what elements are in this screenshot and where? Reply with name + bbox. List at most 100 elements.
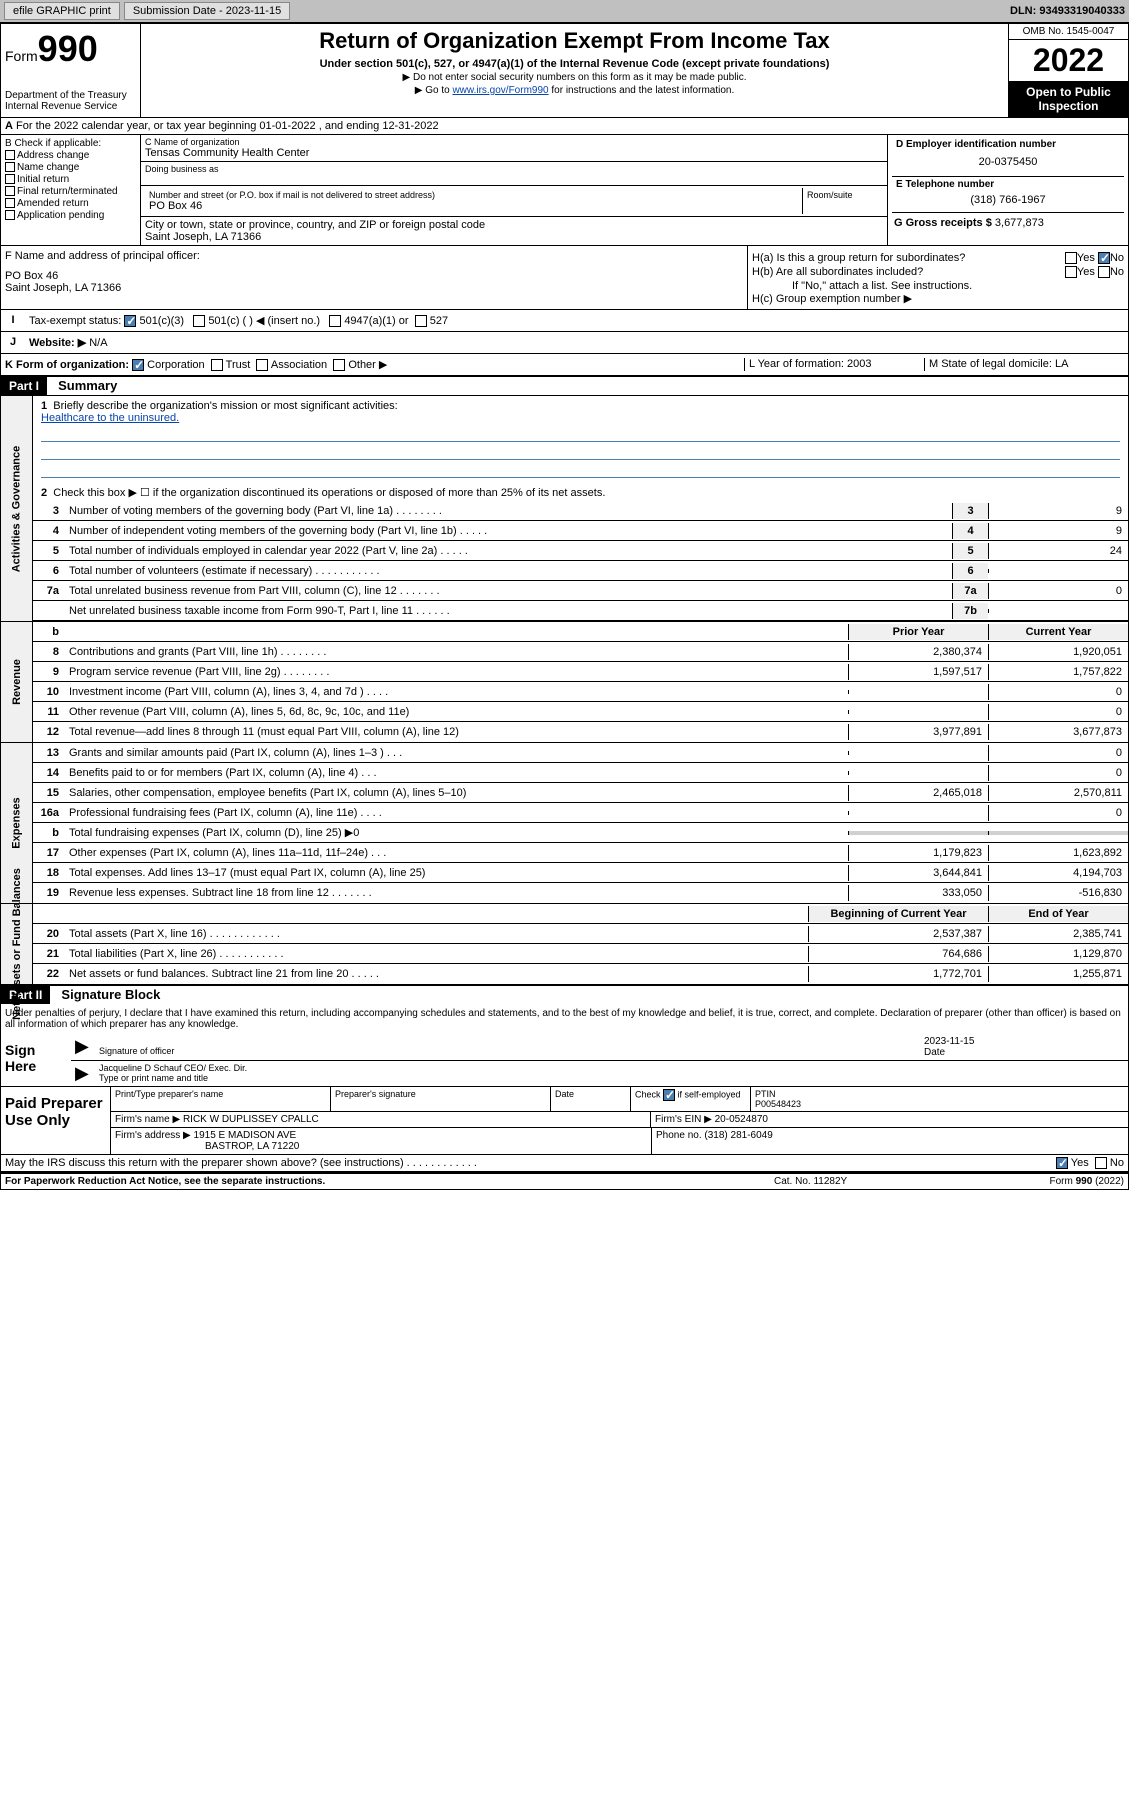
line-text: Grants and similar amounts paid (Part IX… xyxy=(65,745,848,761)
box-f-label: F Name and address of principal officer: xyxy=(5,250,743,262)
open-public: Open to Public Inspection xyxy=(1009,81,1128,117)
hb-yes[interactable] xyxy=(1065,266,1077,278)
prior-value xyxy=(848,831,988,835)
line-num: 18 xyxy=(33,867,65,879)
ha-label: H(a) Is this a group return for subordin… xyxy=(752,252,1024,264)
line-text: Contributions and grants (Part VIII, lin… xyxy=(65,644,848,660)
line-num: 17 xyxy=(33,847,65,859)
prep-sig-label: Preparer's signature xyxy=(331,1087,551,1111)
line-text: Net assets or fund balances. Subtract li… xyxy=(65,966,808,982)
declaration-text: Under penalties of perjury, I declare th… xyxy=(1,1004,1128,1034)
col-current-year: Current Year xyxy=(988,624,1128,640)
lbl-name-change: Name change xyxy=(17,162,79,173)
addr-value: PO Box 46 xyxy=(149,200,798,212)
form-subtitle: Under section 501(c), 527, or 4947(a)(1)… xyxy=(145,58,1004,70)
opt-501c: 501(c) ( ) ◀ (insert no.) xyxy=(208,315,320,327)
row-j-marker: J xyxy=(1,332,25,353)
opt-trust: Trust xyxy=(226,359,251,371)
ptin-value: P00548423 xyxy=(755,1099,801,1109)
current-value: 0 xyxy=(988,765,1128,781)
prior-value: 1,772,701 xyxy=(808,966,988,982)
line-text: Revenue less expenses. Subtract line 18 … xyxy=(65,885,848,901)
phone-label: E Telephone number xyxy=(896,179,1120,190)
line-box: 4 xyxy=(952,523,988,539)
chk-self-employed[interactable] xyxy=(663,1089,675,1101)
part2-title: Signature Block xyxy=(53,985,168,1004)
irs-link[interactable]: www.irs.gov/Form990 xyxy=(452,85,548,96)
prep-date-label: Date xyxy=(551,1087,631,1111)
line-text: Number of independent voting members of … xyxy=(65,523,952,539)
current-value: -516,830 xyxy=(988,885,1128,901)
prior-value xyxy=(848,811,988,815)
sig-date-label: Date xyxy=(924,1047,945,1058)
firm-ein: 20-0524870 xyxy=(715,1114,768,1125)
chk-initial-return[interactable] xyxy=(5,174,15,184)
line-text: Benefits paid to or for members (Part IX… xyxy=(65,765,848,781)
discuss-yes[interactable] xyxy=(1056,1157,1068,1169)
chk-other[interactable] xyxy=(333,359,345,371)
chk-amended[interactable] xyxy=(5,198,15,208)
discuss-no[interactable] xyxy=(1095,1157,1107,1169)
chk-527[interactable] xyxy=(415,315,427,327)
box-b: B Check if applicable: Address change Na… xyxy=(1,135,141,245)
lbl-initial-return: Initial return xyxy=(17,174,69,185)
hb-no[interactable] xyxy=(1098,266,1110,278)
line-value: 0 xyxy=(988,583,1128,599)
form-ref: Form 990 (2022) xyxy=(974,1176,1124,1187)
sig-officer-field: Signature of officer xyxy=(99,1036,924,1058)
chk-4947[interactable] xyxy=(329,315,341,327)
current-value: 4,194,703 xyxy=(988,865,1128,881)
prior-value: 333,050 xyxy=(848,885,988,901)
chk-501c3[interactable] xyxy=(124,315,136,327)
lbl-address-change: Address change xyxy=(17,150,89,161)
line-text: Salaries, other compensation, employee b… xyxy=(65,785,848,801)
opt-527: 527 xyxy=(430,315,448,327)
line-text: Total revenue—add lines 8 through 11 (mu… xyxy=(65,724,848,740)
line-text: Total assets (Part X, line 16) . . . . .… xyxy=(65,926,808,942)
ha-yes[interactable] xyxy=(1065,252,1077,264)
chk-501c[interactable] xyxy=(193,315,205,327)
line-text: Investment income (Part VIII, column (A)… xyxy=(65,684,848,700)
line-value: 9 xyxy=(988,503,1128,519)
irs-label: Internal Revenue Service xyxy=(5,101,136,112)
dba-label: Doing business as xyxy=(145,164,883,174)
opt-other: Other ▶ xyxy=(348,359,387,371)
prior-value: 3,644,841 xyxy=(848,865,988,881)
omb-number: OMB No. 1545-0047 xyxy=(1009,24,1128,40)
chk-corp[interactable] xyxy=(132,359,144,371)
line-text: Total unrelated business revenue from Pa… xyxy=(65,583,952,599)
check-self-employed: Check xyxy=(635,1090,663,1100)
part2-header: Part II xyxy=(1,986,50,1004)
officer-name-label: Type or print name and title xyxy=(99,1073,208,1083)
current-value: 3,677,873 xyxy=(988,724,1128,740)
chk-final-return[interactable] xyxy=(5,186,15,196)
org-name: Tensas Community Health Center xyxy=(145,147,883,159)
ptin-label: PTIN xyxy=(755,1089,776,1099)
line-text: Program service revenue (Part VIII, line… xyxy=(65,664,848,680)
ha-no[interactable] xyxy=(1098,252,1110,264)
line-value xyxy=(988,569,1128,573)
room-suite-label: Room/suite xyxy=(803,188,883,214)
prior-value xyxy=(848,710,988,714)
form-label: Form xyxy=(5,48,38,64)
line-num: 7a xyxy=(33,585,65,597)
chk-assoc[interactable] xyxy=(256,359,268,371)
line-num: 14 xyxy=(33,767,65,779)
line-text: Other revenue (Part VIII, column (A), li… xyxy=(65,704,848,720)
prior-value: 1,597,517 xyxy=(848,664,988,680)
prior-value: 2,465,018 xyxy=(848,785,988,801)
hb-note: If "No," attach a list. See instructions… xyxy=(752,280,1124,292)
city-value: Saint Joseph, LA 71366 xyxy=(145,231,883,243)
ein-label: D Employer identification number xyxy=(896,139,1120,150)
phone-value: (318) 766-1967 xyxy=(896,190,1120,210)
chk-name-change[interactable] xyxy=(5,162,15,172)
line-box: 6 xyxy=(952,563,988,579)
chk-trust[interactable] xyxy=(211,359,223,371)
current-value: 1,129,870 xyxy=(988,946,1128,962)
chk-address-change[interactable] xyxy=(5,150,15,160)
chk-app-pending[interactable] xyxy=(5,210,15,220)
line-text: Other expenses (Part IX, column (A), lin… xyxy=(65,845,848,861)
hc-label: H(c) Group exemption number ▶ xyxy=(752,292,1124,305)
tax-year-range: For the 2022 calendar year, or tax year … xyxy=(16,120,439,132)
line-text: Total fundraising expenses (Part IX, col… xyxy=(65,824,848,841)
